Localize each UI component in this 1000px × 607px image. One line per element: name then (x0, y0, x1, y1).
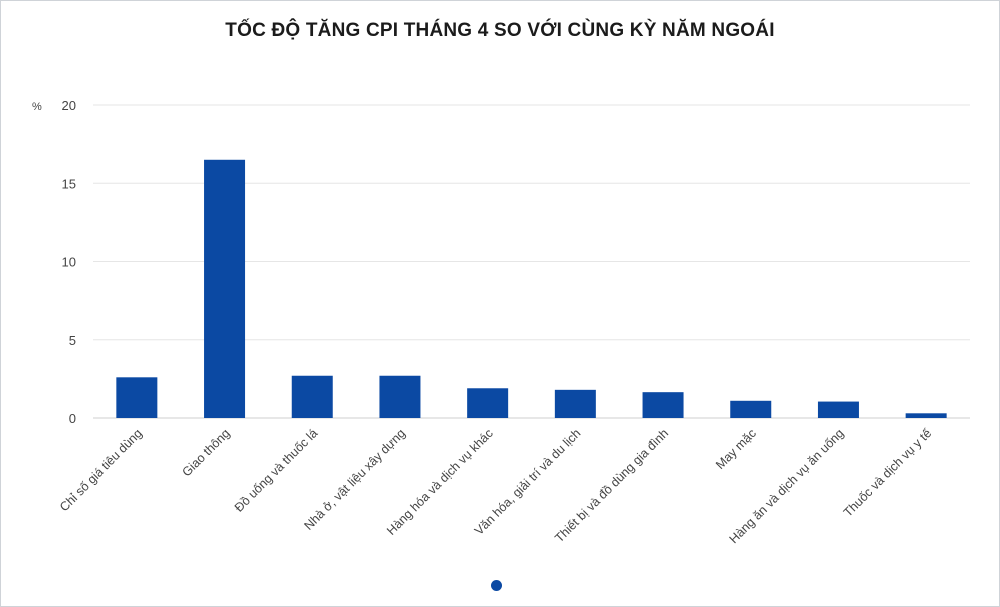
bar-9[interactable] (905, 413, 947, 418)
bar-4[interactable] (467, 388, 509, 418)
chart-title: TỐC ĐỘ TĂNG CPI THÁNG 4 SO VỚI CÙNG KỲ N… (225, 20, 775, 41)
bar-1[interactable] (204, 159, 246, 418)
category-label-7: May mặc (713, 426, 759, 472)
y-tick-label: 10 (62, 255, 76, 270)
y-tick-label: 15 (62, 176, 76, 191)
y-tick-label: 20 (62, 98, 76, 113)
pagination-dot[interactable] (491, 580, 502, 591)
category-label-2: Đồ uống và thuốc lá (232, 426, 321, 515)
y-axis-unit: % (32, 101, 42, 113)
category-label-1: Giao thông (180, 426, 233, 479)
bar-6[interactable] (642, 392, 684, 418)
bar-3[interactable] (379, 375, 421, 418)
category-label-0: Chỉ số giá tiêu dùng (57, 426, 145, 514)
category-label-9: Thuốc và dịch vụ y tế (841, 426, 934, 519)
y-axis-ticks: 0 5 10 15 20 (62, 98, 76, 426)
y-tick-label: 5 (69, 333, 76, 348)
bar-5[interactable] (554, 389, 596, 418)
category-labels: Chỉ số giá tiêu dùng Giao thông Đồ uống và… (57, 426, 934, 546)
bars (116, 159, 947, 418)
bar-8[interactable] (817, 401, 859, 418)
category-label-3: Nhà ở, vật liệu xây dựng (301, 426, 408, 533)
bar-2[interactable] (291, 375, 333, 418)
bar-0[interactable] (116, 377, 158, 418)
bar-7[interactable] (730, 400, 772, 418)
y-tick-label: 0 (69, 411, 76, 426)
